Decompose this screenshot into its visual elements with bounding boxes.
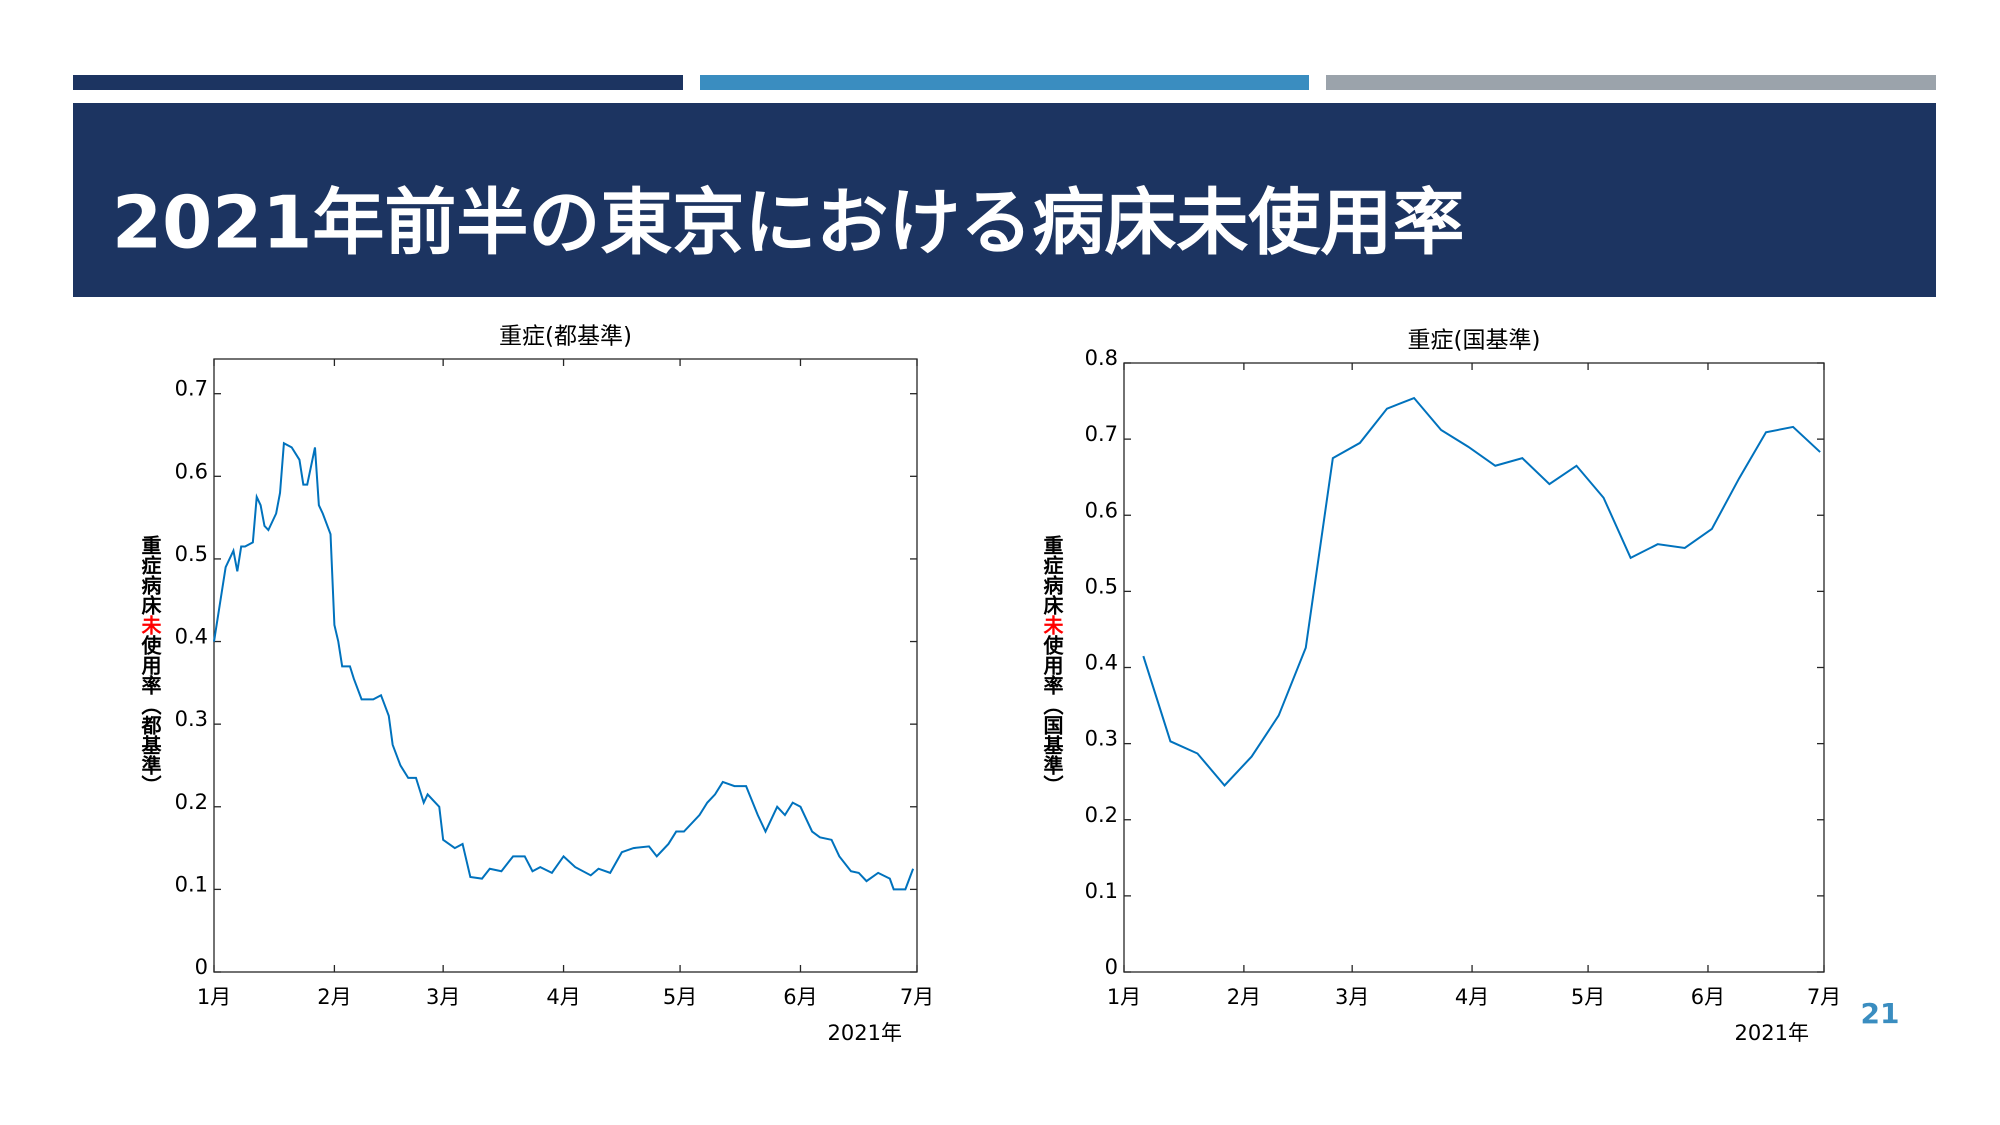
y-tick-label: 0.3 (175, 707, 208, 731)
plot-frame (1123, 362, 1825, 973)
slide-title: 2021年前半の東京における病床未使用率 (112, 181, 1464, 265)
y-tick-label: 0.7 (1085, 422, 1118, 446)
y-axis-label-part: 重症病床 (138, 535, 162, 616)
x-axis-label: 2021年 (1735, 1021, 1809, 1045)
y-tick-label: 0.8 (1085, 346, 1118, 370)
x-tick-label: 3月 (1335, 985, 1369, 1009)
y-tick-label: 0 (195, 955, 208, 979)
y-axis-label-part: 未 (138, 615, 162, 636)
title-band (73, 103, 1936, 297)
accent-bar (700, 75, 1309, 90)
y-axis-label-part: 使用率（都基準） (138, 634, 162, 795)
y-tick-label: 0.4 (175, 625, 208, 649)
plot-frame (213, 358, 918, 973)
x-tick-label: 4月 (1455, 985, 1489, 1009)
page-number: 21 (1861, 997, 1900, 1030)
chart-title: 重症(国基準) (1408, 328, 1541, 354)
accent-bar (73, 75, 683, 90)
x-tick-label: 2月 (1227, 985, 1261, 1009)
y-tick-label: 0.1 (175, 872, 208, 896)
y-tick-label: 0.6 (175, 459, 208, 483)
y-axis-label-part: 重症病床 (1040, 535, 1064, 616)
y-tick-label: 0 (1105, 955, 1118, 979)
x-tick-label: 5月 (663, 985, 697, 1009)
x-tick-label: 6月 (1691, 985, 1725, 1009)
chart: 重症(国基準) 0 0.1 0.2 0.3 0.4 0.5 0.6 0.7 0.8 1月 2月 3月 4月… (1040, 328, 1841, 1046)
y-tick-label: 0.7 (175, 377, 208, 401)
x-tick-label: 1月 (197, 985, 231, 1009)
x-axis-label: 2021年 (828, 1021, 902, 1045)
y-axis-label: 重症病床未使用率（都基準） (138, 535, 162, 795)
y-tick-label: 0.6 (1085, 498, 1118, 522)
y-tick-label: 0.2 (175, 790, 208, 814)
y-tick-label: 0.2 (1085, 803, 1118, 827)
x-tick-label: 7月 (1807, 985, 1841, 1009)
chart-title: 重症(都基準) (499, 324, 632, 350)
x-tick-label: 3月 (426, 985, 460, 1009)
y-tick-label: 0.5 (175, 542, 208, 566)
y-axis-label-part: 未 (1040, 615, 1064, 636)
x-tick-label: 1月 (1107, 985, 1141, 1009)
chart: 重症(都基準) 0 0.1 0.2 0.3 0.4 0.5 0.6 0.7 1月 2月 3月 4月 5月 6… (138, 324, 934, 1046)
y-tick-label: 0.4 (1085, 651, 1118, 675)
x-tick-label: 5月 (1571, 985, 1605, 1009)
y-tick-label: 0.5 (1085, 574, 1118, 598)
accent-bar (1326, 75, 1936, 90)
y-axis-label: 重症病床未使用率（国基準） (1040, 535, 1064, 795)
line-series (213, 441, 915, 891)
x-tick-label: 6月 (783, 985, 817, 1009)
x-tick-label: 7月 (900, 985, 934, 1009)
y-tick-label: 0.1 (1085, 879, 1118, 903)
x-tick-label: 4月 (546, 985, 580, 1009)
y-axis-label-part: 使用率（国基準） (1040, 634, 1064, 795)
x-tick-label: 2月 (317, 985, 351, 1009)
line-series (1142, 396, 1821, 787)
y-tick-label: 0.3 (1085, 727, 1118, 751)
